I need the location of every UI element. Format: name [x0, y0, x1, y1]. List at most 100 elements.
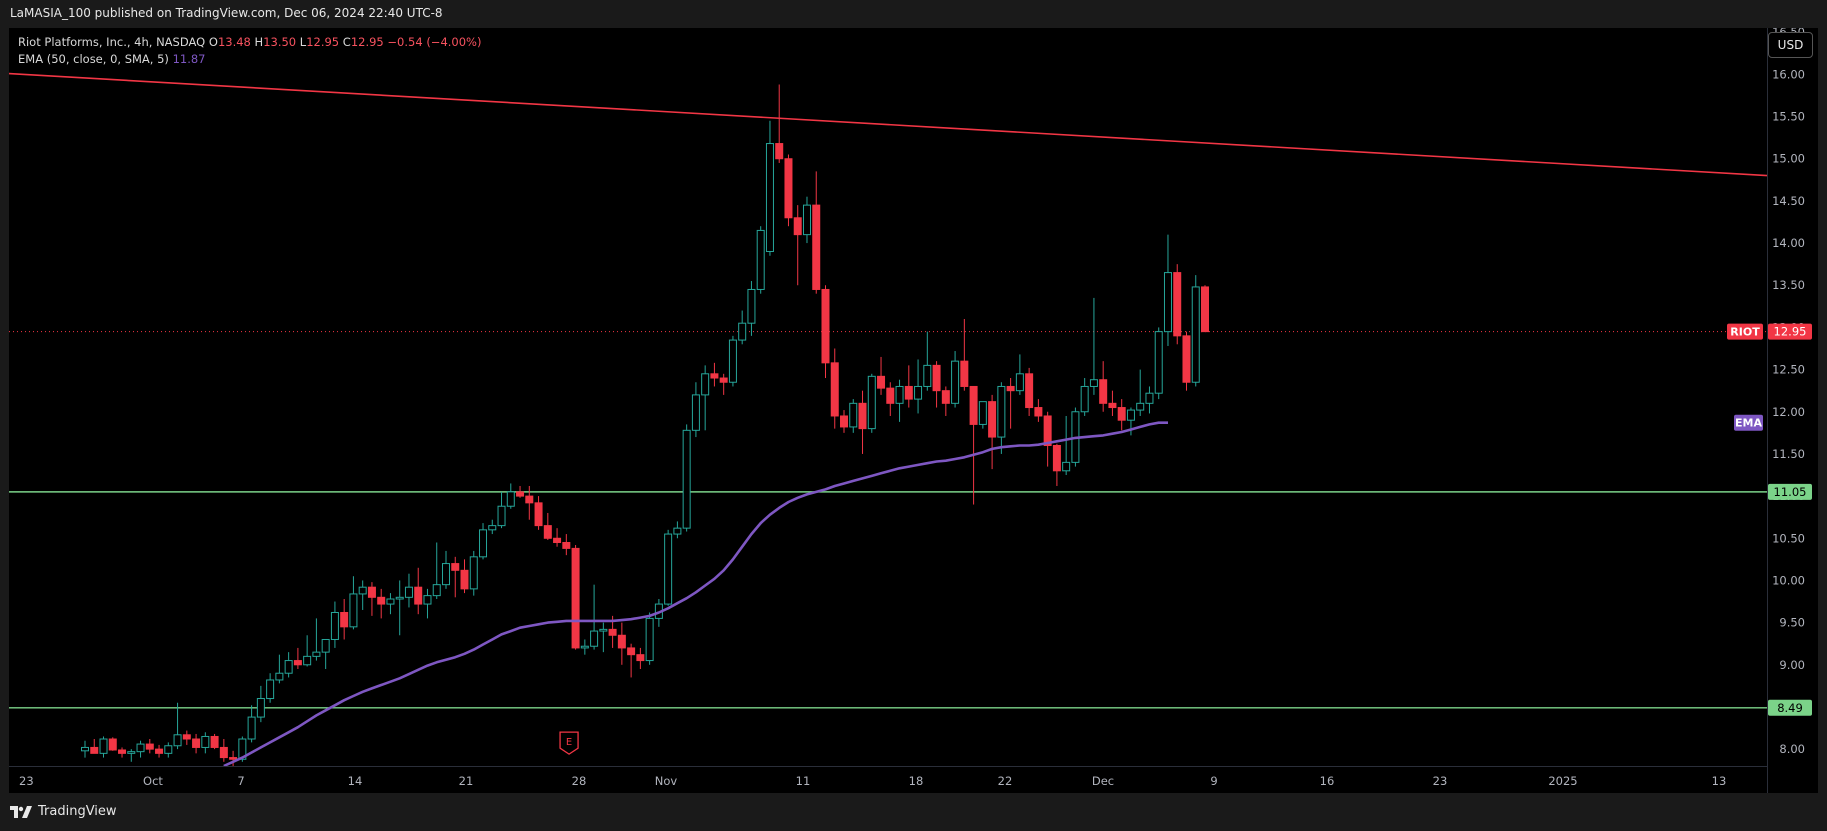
y-tick-label: 15.50	[1772, 110, 1805, 124]
candle-body	[1062, 461, 1071, 472]
tradingview-logo[interactable]: TradingView	[0, 796, 117, 828]
candle-body	[349, 593, 358, 628]
y-tick-label: 12.50	[1772, 363, 1805, 377]
x-tick-label: 23	[1433, 774, 1448, 788]
candle-body	[951, 360, 960, 404]
candle-body	[1201, 286, 1209, 333]
candle-body	[969, 385, 978, 425]
x-tick-label: 11	[796, 774, 811, 788]
candle-body	[636, 654, 645, 662]
chart-area[interactable]: E8.008.509.009.5010.0010.5011.0011.5012.…	[9, 28, 1818, 793]
close-value: 12.95	[350, 35, 384, 49]
candle-body	[164, 745, 173, 754]
candle-body	[238, 738, 247, 760]
candle-body	[1015, 373, 1024, 392]
candle-body	[886, 387, 895, 404]
candle-body	[1043, 415, 1052, 446]
candle-body	[1182, 335, 1191, 383]
ema-label: EMA (50, close, 0, SMA, 5)	[18, 52, 169, 66]
x-tick-label: 16	[1320, 774, 1335, 788]
x-tick-label: 22	[998, 774, 1013, 788]
support-axis-label-upper: 11.05	[1768, 483, 1812, 500]
candle-body	[1136, 402, 1145, 411]
candle-body	[627, 647, 636, 656]
candle-body	[1117, 407, 1126, 421]
candle-body	[81, 746, 89, 752]
candle-body	[988, 401, 997, 438]
symbol-info: Riot Platforms, Inc., 4h, NASDAQ	[18, 35, 206, 49]
candle-body	[1080, 385, 1089, 413]
candle-body	[136, 743, 145, 753]
candle-body	[293, 660, 302, 666]
ema-line	[223, 421, 1168, 766]
candle-body	[645, 617, 654, 662]
candle-body	[617, 634, 626, 649]
candle-body	[765, 143, 774, 253]
candle-body	[1163, 272, 1172, 333]
open-label: O	[208, 35, 218, 49]
candle-body	[580, 645, 589, 649]
candle-body	[534, 502, 543, 527]
x-tick-label: 21	[459, 774, 474, 788]
candle-body	[1173, 272, 1182, 337]
y-tick-label: 14.50	[1772, 194, 1805, 208]
candle-body	[543, 525, 552, 539]
candle-body	[219, 746, 228, 759]
symbol-tag: RIOT	[1727, 323, 1763, 340]
candle-body	[118, 749, 127, 754]
candle-body	[571, 547, 580, 649]
tradingview-logo-icon	[10, 806, 32, 818]
candle-body	[1108, 402, 1117, 409]
brand-name: TradingView	[38, 804, 117, 819]
candle-body	[1099, 379, 1108, 404]
y-tick-label: 10.00	[1772, 573, 1805, 587]
candle-body	[404, 586, 413, 598]
candle-body	[728, 339, 737, 383]
candle-body	[256, 698, 265, 718]
candle-body	[914, 385, 923, 400]
candle-body	[377, 596, 386, 605]
currency-button[interactable]: USD	[1768, 32, 1813, 58]
candle-body	[553, 537, 562, 543]
candle-body	[1052, 444, 1061, 472]
symbol-legend: Riot Platforms, Inc., 4h, NASDAQ O13.48 …	[18, 34, 481, 51]
candle-body	[599, 628, 608, 632]
candle-body	[266, 679, 275, 700]
candle-body	[330, 611, 339, 640]
symbol-tag-bg	[1727, 323, 1763, 340]
candle-body	[358, 586, 367, 595]
candle-body	[423, 595, 432, 605]
candle-body	[441, 563, 450, 586]
symbol-tag-text: RIOT	[1730, 326, 1760, 339]
y-tick-label: 14.00	[1772, 236, 1805, 250]
price-chart[interactable]: E8.008.509.009.5010.0010.5011.0011.5012.…	[9, 28, 1818, 793]
x-tick-label: Dec	[1092, 774, 1114, 788]
candle-body	[960, 360, 969, 387]
ema-legend: EMA (50, close, 0, SMA, 5) 11.87	[18, 51, 481, 68]
x-tick-label: 14	[348, 774, 363, 788]
candle-body	[99, 738, 108, 754]
candle-body	[367, 586, 376, 598]
plot-group: E	[9, 72, 1767, 766]
x-tick-label: 28	[572, 774, 587, 788]
candle-body	[469, 556, 478, 590]
chart-legend: Riot Platforms, Inc., 4h, NASDAQ O13.48 …	[18, 34, 481, 68]
x-tick-label: 7	[237, 774, 244, 788]
candle-body	[867, 375, 876, 430]
candle-body	[479, 529, 488, 558]
last-price-axis-label-text: 12.95	[1774, 325, 1807, 339]
candle-body	[923, 364, 932, 387]
candle-body	[312, 651, 321, 657]
candle-body	[432, 584, 441, 597]
ema-value: 11.87	[172, 52, 206, 66]
candle-body	[1145, 392, 1154, 404]
candle-body	[1154, 331, 1163, 394]
candle-body	[460, 569, 469, 590]
publish-header: LaMASIA_100 published on TradingView.com…	[0, 0, 1827, 27]
y-tick-label: 10.50	[1772, 531, 1805, 545]
candle-body	[145, 743, 154, 750]
candle-body	[525, 495, 534, 504]
candle-body	[895, 385, 904, 404]
candle-body	[127, 751, 136, 754]
candle-body	[386, 598, 395, 605]
